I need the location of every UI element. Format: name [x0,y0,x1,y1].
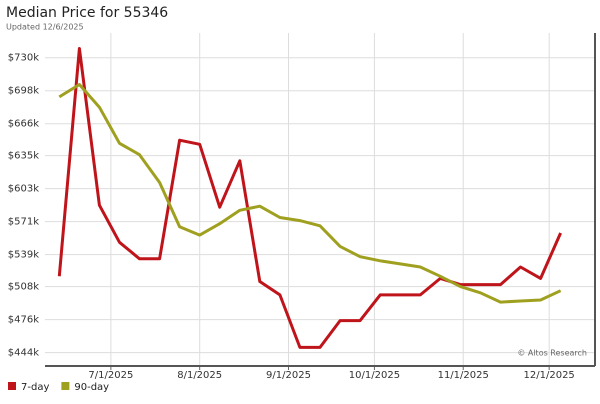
y-tick-label: $635k [8,151,39,162]
series-line [58,83,562,304]
legend-swatch [8,382,16,390]
watermark: © Altos Research [517,349,587,358]
y-tick-label: $444k [8,348,39,359]
x-tick-label: 10/1/2025 [349,370,400,381]
y-tick-label: $666k [8,119,39,130]
x-tick-label: 8/1/2025 [177,370,222,381]
series-line [57,47,562,349]
chart-title: Median Price for 55346 [6,5,168,21]
y-tick-label: $539k [8,250,39,261]
legend-swatch [61,382,70,390]
legend-label: 90-day [74,382,109,393]
y-tick-label: $730k [8,53,39,64]
x-tick-label: 12/1/2025 [524,370,575,381]
y-tick-label: $571k [8,217,39,228]
x-tick-label: 11/1/2025 [438,370,489,381]
x-tick-label: 9/1/2025 [266,370,311,381]
x-tick-label: 7/1/2025 [88,370,133,381]
y-tick-label: $603k [8,184,39,195]
y-tick-label: $698k [8,86,39,97]
y-tick-label: $476k [8,315,39,326]
y-tick-label: $508k [8,282,39,293]
chart-subtitle: Updated 12/6/2025 [6,23,84,32]
legend-label: 7-day [21,382,49,393]
